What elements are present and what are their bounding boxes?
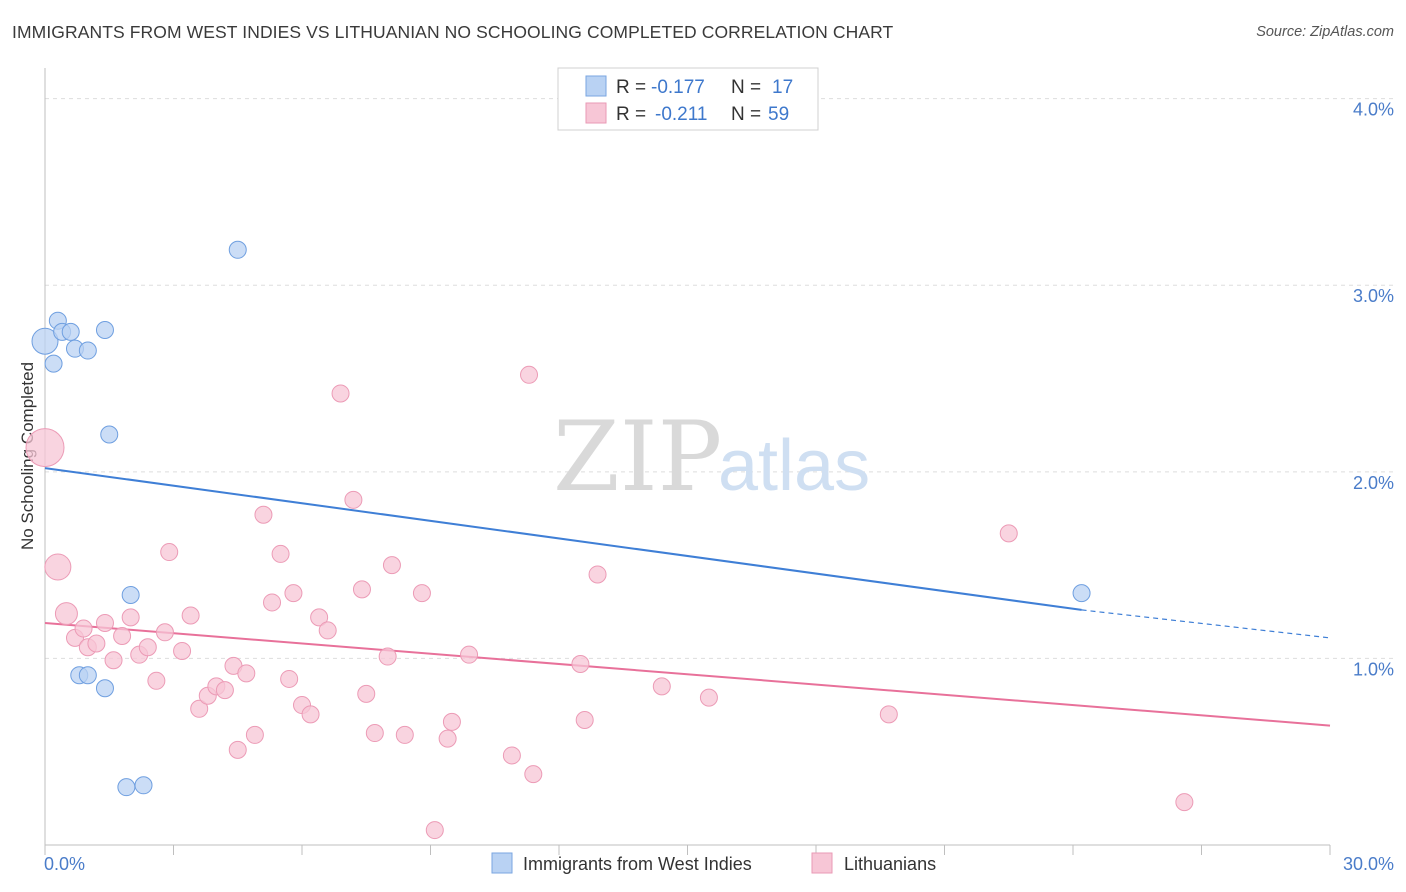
bottom-legend-label-west-indies: Immigrants from West Indies: [523, 854, 752, 874]
point-lithuanians: [395, 725, 414, 744]
point-lithuanians: [378, 647, 397, 666]
point-lithuanians: [284, 584, 303, 603]
legend-n-label-2: N =: [731, 104, 761, 125]
trend-line-west-indies: [44, 467, 1082, 611]
point-lithuanians: [44, 553, 72, 581]
point-lithuanians: [502, 746, 521, 765]
point-lithuanians: [575, 710, 594, 729]
point-lithuanians: [520, 365, 539, 384]
legend-r-label-2: R =: [616, 104, 646, 125]
legend-swatch-pink: [585, 102, 607, 124]
point-lithuanians: [263, 593, 282, 612]
point-west-indies: [78, 666, 97, 685]
point-lithuanians: [1175, 793, 1194, 812]
point-lithuanians: [571, 655, 590, 674]
trend-line-lithuanians: [44, 621, 1331, 727]
point-lithuanians: [271, 544, 290, 563]
point-lithuanians: [237, 664, 256, 683]
point-lithuanians: [318, 621, 337, 640]
point-lithuanians: [147, 671, 166, 690]
point-lithuanians: [331, 384, 350, 403]
point-lithuanians: [87, 634, 106, 653]
gridlines: [45, 98, 1395, 659]
x-tick-label-max: 30.0%: [1343, 854, 1394, 874]
point-west-indies: [78, 341, 97, 360]
point-lithuanians: [74, 619, 93, 638]
point-lithuanians: [879, 705, 898, 724]
point-lithuanians: [155, 623, 174, 642]
point-west-indies: [100, 425, 119, 444]
point-west-indies: [228, 240, 247, 259]
point-lithuanians: [160, 543, 179, 562]
point-lithuanians: [215, 681, 234, 700]
point-west-indies: [117, 778, 136, 797]
point-lithuanians: [442, 712, 461, 731]
y-tick-label: 3.0%: [1353, 286, 1394, 306]
point-lithuanians: [301, 705, 320, 724]
point-lithuanians: [280, 669, 299, 688]
point-lithuanians: [138, 638, 157, 657]
y-tick-label: 4.0%: [1353, 100, 1394, 120]
legend-n-value-1: 17: [772, 77, 793, 98]
point-lithuanians: [999, 524, 1018, 543]
trend-line-west-indies-extension: [1081, 609, 1331, 639]
series-legend: Immigrants from West Indies Lithuanians: [491, 852, 936, 874]
point-west-indies: [61, 322, 80, 341]
point-west-indies: [95, 679, 114, 698]
point-lithuanians: [652, 677, 671, 696]
watermark-zip: ZIP: [553, 401, 722, 513]
point-lithuanians: [104, 651, 123, 670]
point-lithuanians: [412, 584, 431, 603]
point-west-indies: [134, 776, 153, 795]
point-lithuanians: [310, 608, 329, 627]
bottom-legend-swatch-lithuanians: [811, 852, 833, 874]
point-west-indies: [121, 585, 140, 604]
point-lithuanians: [588, 565, 607, 584]
point-lithuanians: [121, 608, 140, 627]
point-lithuanians: [173, 641, 192, 660]
point-lithuanians: [438, 729, 457, 748]
legend-r-label-1: R =: [616, 77, 646, 98]
point-west-indies: [44, 354, 63, 373]
scatter-points: [25, 240, 1194, 840]
point-lithuanians: [352, 580, 371, 599]
point-lithuanians: [228, 740, 247, 759]
legend-r-value-1: -0.177: [651, 77, 705, 98]
point-lithuanians: [25, 428, 65, 468]
point-lithuanians: [181, 606, 200, 625]
x-tick-label-min: 0.0%: [44, 854, 85, 874]
point-lithuanians: [425, 821, 444, 840]
point-lithuanians: [344, 490, 363, 509]
point-lithuanians: [382, 556, 401, 575]
y-tick-label: 2.0%: [1353, 473, 1394, 493]
watermark-atlas: atlas: [718, 426, 870, 506]
point-lithuanians: [245, 725, 264, 744]
legend-n-value-2: 59: [768, 104, 789, 125]
point-lithuanians: [365, 724, 384, 743]
point-west-indies: [31, 327, 59, 355]
bottom-legend-label-lithuanians: Lithuanians: [844, 854, 936, 874]
point-lithuanians: [357, 684, 376, 703]
point-lithuanians: [190, 699, 209, 718]
y-tick-label: 1.0%: [1353, 659, 1394, 679]
point-lithuanians: [54, 602, 78, 626]
chart-title: IMMIGRANTS FROM WEST INDIES VS LITHUANIA…: [12, 22, 894, 42]
point-lithuanians: [699, 688, 718, 707]
point-lithuanians: [95, 613, 114, 632]
correlation-legend: R = -0.177 N = 17 R = -0.211 N = 59: [557, 67, 819, 131]
bottom-legend-swatch-west-indies: [491, 852, 513, 874]
legend-r-value-2: -0.211: [655, 104, 707, 125]
point-west-indies: [95, 321, 114, 340]
point-lithuanians: [254, 505, 273, 524]
x-axis-ticks: [44, 845, 1331, 855]
legend-n-label-1: N =: [731, 77, 761, 98]
point-west-indies: [1072, 584, 1091, 603]
legend-swatch-blue: [585, 75, 607, 97]
source-label: Source: ZipAtlas.com: [1256, 24, 1394, 40]
point-lithuanians: [460, 645, 479, 664]
point-lithuanians: [524, 765, 543, 784]
point-lithuanians: [113, 627, 132, 646]
y-tick-labels: 1.0% 2.0% 3.0% 4.0%: [1353, 100, 1394, 680]
